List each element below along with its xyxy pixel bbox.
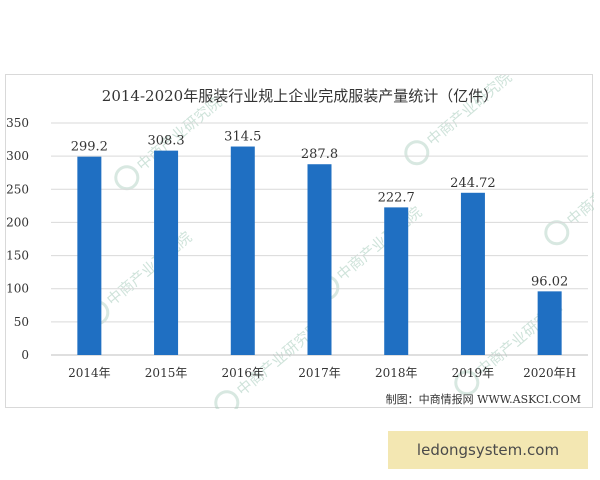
source-note: 制图：中商情报网 WWW.ASKCI.COM xyxy=(386,392,581,406)
bar-value-label: 308.3 xyxy=(147,134,184,149)
bar-value-label: 222.7 xyxy=(378,190,415,205)
bar-value-label: 287.8 xyxy=(301,147,338,162)
watermark-text: 中商产业研究院 xyxy=(103,228,195,309)
bar-value-label: 96.02 xyxy=(531,274,568,289)
bar xyxy=(154,150,179,355)
y-tick-label: 250 xyxy=(6,182,29,196)
watermark: 中商产业研究院 xyxy=(544,148,594,246)
bar-value-label: 244.72 xyxy=(450,176,496,191)
x-tick-label: 2020年H xyxy=(523,366,576,380)
chart-frame: 中商产业研究院 中商产业研究院 中商产业研究院 中商产业研究院 中商产业研究院 中商产业研… xyxy=(5,74,594,409)
watermark-logo-icon xyxy=(214,390,240,409)
y-tick-label: 200 xyxy=(6,215,29,229)
bar xyxy=(77,156,102,355)
bar xyxy=(384,207,409,355)
bar-value-label: 299.2 xyxy=(71,140,108,155)
x-tick-label: 2018年 xyxy=(375,366,418,380)
y-tick-label: 100 xyxy=(6,282,29,296)
x-tick-label: 2014年 xyxy=(68,366,111,380)
bar xyxy=(537,291,562,355)
y-tick-label: 0 xyxy=(21,348,29,362)
y-axis-ticks: 0 50 100 150 200 250 300 350 xyxy=(6,116,29,362)
x-tick-label: 2019年 xyxy=(452,366,495,380)
y-tick-label: 50 xyxy=(14,315,29,329)
bar xyxy=(307,164,332,355)
watermark-text: 中商产业研究院 xyxy=(563,148,594,229)
bar xyxy=(230,146,255,355)
bar xyxy=(460,192,485,355)
y-tick-label: 350 xyxy=(6,116,29,130)
y-tick-label: 150 xyxy=(6,249,29,263)
watermark-logo-icon xyxy=(404,140,430,166)
chart-title: 2014-2020年服装行业规上企业完成服装产量统计（亿件） xyxy=(102,87,498,105)
footer-banner: ledongsystem.com xyxy=(388,431,588,469)
x-axis-ticks: 2014年 2015年 2016年 2017年 2018年 2019年 2020年H xyxy=(68,366,576,380)
watermark-logo-icon xyxy=(544,220,570,246)
bars: 299.2 308.3 314.5 287.8 222.7 244.72 96.02 xyxy=(71,130,568,355)
watermark-logo-icon xyxy=(454,370,480,396)
x-tick-label: 2017年 xyxy=(298,366,341,380)
bar-value-label: 314.5 xyxy=(224,130,261,145)
watermark-logo-icon xyxy=(114,165,140,191)
x-tick-label: 2016年 xyxy=(222,366,265,380)
watermark-text: 中商产业研究院 xyxy=(333,203,425,284)
x-tick-label: 2015年 xyxy=(145,366,188,380)
y-tick-label: 300 xyxy=(6,149,29,163)
